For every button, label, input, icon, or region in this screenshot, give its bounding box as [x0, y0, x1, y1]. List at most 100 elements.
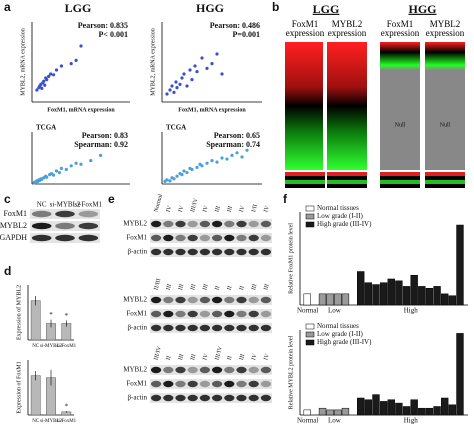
color-key [380, 172, 420, 176]
blot-strip [150, 323, 272, 333]
lane-label: III [239, 354, 246, 361]
color-key [425, 184, 465, 188]
bar [410, 399, 418, 416]
legend-label: Normal tissues [317, 322, 359, 330]
legend-swatch [305, 323, 315, 330]
bar [441, 293, 449, 306]
x-axis-label: FoxM1, mRNA expression [178, 107, 246, 113]
row-label: FoxM1 [126, 234, 147, 242]
point [168, 179, 172, 183]
color-key [425, 180, 465, 184]
blot-band [211, 366, 223, 374]
lane-label: III/IV [215, 345, 225, 361]
blot-band [211, 394, 223, 402]
blot-band [163, 394, 174, 402]
blot-band [248, 394, 259, 402]
point [51, 73, 56, 77]
bar [456, 333, 464, 416]
blot-band [260, 324, 272, 332]
x-axis-label: FoxM1, mRNA expression [47, 107, 115, 113]
blot-band [187, 366, 198, 374]
blot-band [187, 310, 198, 318]
point [74, 161, 78, 165]
annotation: Pearson: 0.83 [82, 131, 128, 140]
point [89, 159, 93, 163]
color-key [327, 176, 367, 180]
lane-label: II [166, 355, 173, 360]
blot-band [175, 394, 186, 402]
point [193, 64, 197, 68]
group-label: Normal [297, 307, 318, 315]
panel-label: c [4, 192, 11, 206]
blot-band [150, 366, 162, 374]
blot-band [199, 248, 211, 256]
bar [410, 274, 418, 306]
bar [326, 409, 334, 416]
blot-band [150, 324, 162, 332]
blot-band [31, 234, 52, 242]
heatmap [380, 42, 420, 170]
annotation: P< 0.001 [99, 30, 128, 39]
point [172, 177, 176, 181]
blot-band [175, 310, 186, 318]
bar [334, 293, 342, 306]
row-label: β-actin [128, 394, 148, 402]
row-label: MYBL2 [123, 296, 147, 304]
heatmap [425, 42, 465, 170]
blot-band [187, 394, 198, 402]
null-label: Null [440, 122, 451, 128]
blot-band [248, 248, 259, 256]
bar [341, 407, 350, 416]
blot-band [199, 296, 211, 304]
lane-label: II [215, 285, 222, 290]
row-label: MYBL2 [0, 221, 27, 230]
y-axis-label: MYBL2, mRNA expression [20, 28, 26, 96]
point [205, 161, 209, 165]
blot-band [260, 380, 272, 388]
blot-band [163, 310, 174, 318]
point [79, 44, 83, 48]
blot-band [150, 234, 162, 242]
lane-label: Normal [154, 193, 165, 213]
bar [318, 293, 327, 306]
lane-label: III [202, 284, 209, 291]
blot-band [236, 380, 247, 388]
point [165, 178, 169, 182]
blot-band [260, 248, 272, 256]
lane-label: IV [263, 353, 271, 361]
blot-band [248, 310, 259, 318]
bar [303, 409, 311, 416]
blot-band [199, 324, 211, 332]
group-header: LGG [65, 1, 92, 15]
chart-title: TCGA [166, 124, 186, 132]
point [180, 76, 184, 80]
point [175, 174, 179, 178]
blot-band [236, 234, 247, 242]
point [205, 66, 209, 70]
point [190, 78, 194, 82]
blot-band [150, 310, 162, 318]
bar [364, 282, 373, 306]
blot-band [248, 220, 259, 228]
blot-band [175, 220, 186, 228]
blot-band [199, 234, 211, 242]
annotation: * [65, 403, 69, 411]
blot-band [175, 380, 186, 388]
point [74, 58, 78, 63]
point [45, 78, 49, 82]
point [215, 52, 219, 56]
bar [433, 286, 441, 306]
bar [326, 293, 334, 306]
row-label: β-actin [128, 324, 148, 332]
x-tick-label: NC [32, 344, 40, 349]
point [172, 90, 176, 94]
y-axis-label: Relative FoxM1 protein level [288, 223, 294, 294]
lane-label: IV [166, 205, 174, 213]
point [200, 164, 204, 168]
heatmap [285, 42, 323, 170]
x-tick-label: si-FoxM1 [56, 344, 76, 349]
point [69, 62, 73, 66]
blot-band [260, 296, 272, 304]
lane-label: IV [251, 353, 259, 361]
